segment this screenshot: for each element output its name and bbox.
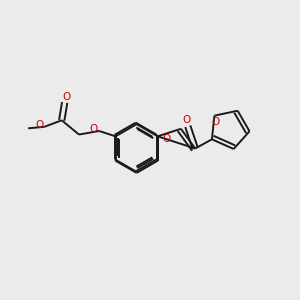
Text: O: O [62,92,70,101]
Text: O: O [35,120,43,130]
Text: O: O [90,124,98,134]
Text: O: O [182,115,190,125]
Text: O: O [162,134,170,144]
Text: O: O [212,117,220,127]
